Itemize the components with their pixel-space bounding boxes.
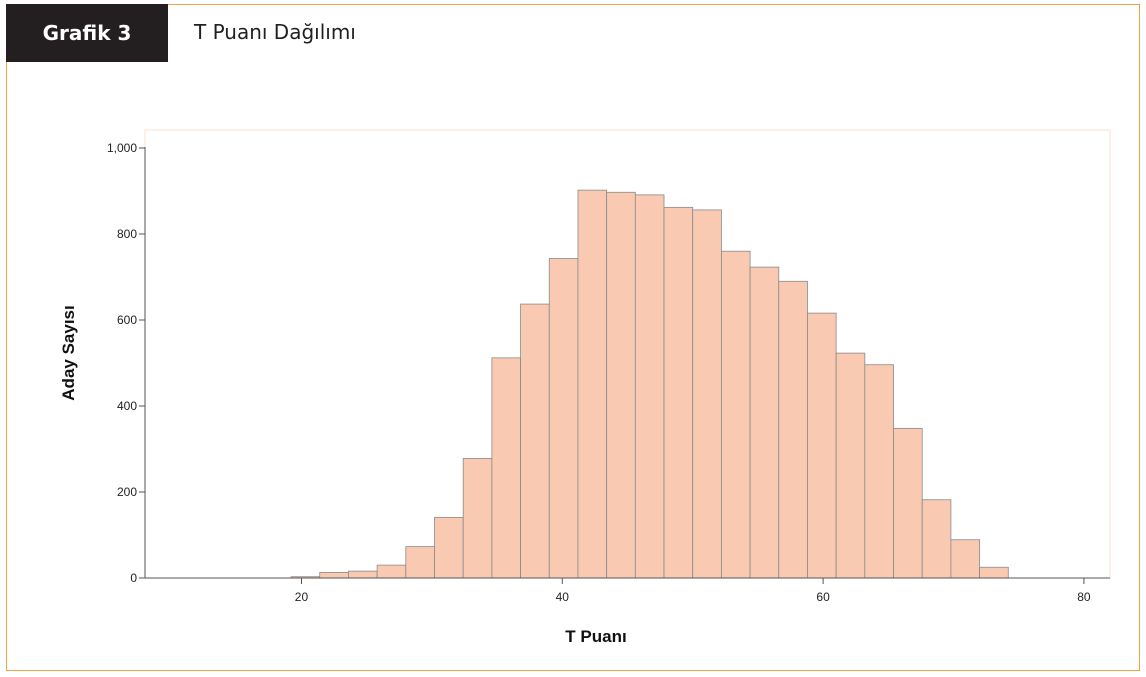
- histogram-bar: [864, 364, 894, 579]
- histogram-bar: [663, 206, 694, 579]
- histogram-bar: [376, 564, 407, 579]
- histogram-bar: [434, 516, 464, 579]
- figure-tag: Grafik 3: [6, 4, 168, 62]
- histogram-bar: [348, 570, 378, 579]
- x-axis: 20 40 60 80: [145, 577, 1110, 604]
- histogram-bar: [692, 209, 722, 579]
- x-tick-label: 20: [295, 590, 309, 604]
- histogram-bar: [634, 194, 665, 579]
- histogram-bar: [835, 352, 866, 579]
- histogram-bar: [405, 546, 435, 579]
- histogram-bar: [921, 499, 952, 579]
- histogram-bar: [893, 427, 923, 579]
- y-tick-label: 400: [117, 399, 137, 413]
- histogram-bar: [520, 303, 550, 579]
- y-axis: 0 200 400 600 800 1,000: [107, 141, 146, 585]
- histogram-bar: [778, 280, 808, 579]
- histogram-bar: [319, 572, 349, 579]
- histogram-bar: [749, 266, 780, 579]
- chart-frame: [6, 4, 1140, 671]
- histogram-bar: [979, 566, 1009, 579]
- x-tick-label: 80: [1077, 590, 1091, 604]
- histogram-bar: [491, 357, 521, 579]
- histogram-bars: [290, 189, 1009, 579]
- x-tick-label: 40: [556, 590, 570, 604]
- y-tick-label: 0: [130, 571, 137, 585]
- x-tick-label: 60: [816, 590, 830, 604]
- y-axis-title: Aday Sayısı: [59, 305, 78, 400]
- histogram-bar: [462, 458, 493, 579]
- figure-title: T Puanı Dağılımı: [194, 20, 356, 44]
- histogram-bar: [720, 250, 751, 579]
- y-tick-label: 800: [117, 227, 137, 241]
- histogram-bar: [606, 191, 636, 579]
- y-tick-label: 200: [117, 485, 137, 499]
- y-tick-label: 1,000: [107, 141, 137, 155]
- histogram-bar: [807, 312, 837, 579]
- histogram-bar: [950, 539, 980, 579]
- x-axis-title: T Puanı: [565, 627, 626, 646]
- histogram-bar: [577, 189, 608, 579]
- histogram-bar: [548, 258, 579, 579]
- y-tick-label: 600: [117, 313, 137, 327]
